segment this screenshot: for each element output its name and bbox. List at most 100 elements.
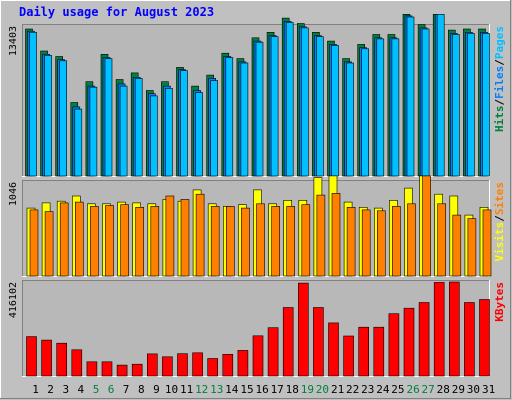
bar-kbytes-day-18 xyxy=(282,307,294,377)
bar-kbytes-day-2 xyxy=(41,339,52,377)
bar-sites-day-13 xyxy=(210,206,220,277)
top-legend-item: / xyxy=(493,99,506,106)
top-legend: Hits/Files/Pages xyxy=(493,26,506,132)
bar-pages-day-15 xyxy=(240,62,249,177)
bar-kbytes-day-19 xyxy=(297,282,309,377)
bar-sites-day-5 xyxy=(90,206,99,277)
bar-pages-day-14 xyxy=(225,57,234,177)
bar-sites-day-26 xyxy=(407,203,416,277)
bar-pages-day-27 xyxy=(421,28,430,177)
bar-pages-day-22 xyxy=(346,62,354,177)
x-tick-label-day-19: 19 xyxy=(301,383,314,396)
x-tick-label-day-2: 2 xyxy=(47,383,54,396)
bottom-legend: KBytes xyxy=(493,282,506,322)
bottom-legend-item: KBytes xyxy=(493,282,506,322)
x-tick-label-day-25: 25 xyxy=(391,383,404,396)
x-tick-label-day-3: 3 xyxy=(62,383,69,396)
bar-sites-day-10 xyxy=(165,195,175,277)
bar-pages-day-25 xyxy=(391,38,400,177)
top-legend-item: / xyxy=(493,59,506,66)
x-tick-label-day-10: 10 xyxy=(165,383,178,396)
bar-pages-day-8 xyxy=(134,78,143,177)
middle-legend-item: Sites xyxy=(493,182,506,215)
x-tick-label-day-26: 26 xyxy=(406,383,419,396)
x-tick-label-day-31: 31 xyxy=(482,383,495,396)
x-tick-label-day-4: 4 xyxy=(77,383,84,396)
top-legend-item: Pages xyxy=(493,26,506,59)
middle-max-label: 1046 xyxy=(8,182,19,206)
middle-legend-item: / xyxy=(493,215,506,222)
bar-sites-day-4 xyxy=(75,201,84,277)
x-tick-label-day-12: 12 xyxy=(195,383,208,396)
bar-sites-day-22 xyxy=(346,207,356,277)
chart-title: Daily usage for August 2023 xyxy=(19,5,214,19)
x-tick-label-day-9: 9 xyxy=(153,383,160,396)
bar-sites-day-17 xyxy=(271,206,280,277)
bar-kbytes-day-21 xyxy=(328,322,339,377)
bar-kbytes-day-9 xyxy=(147,353,158,377)
bar-kbytes-day-29 xyxy=(448,281,460,377)
bottom-panel: 416102 KBytes xyxy=(8,280,506,377)
x-tick-label-day-21: 21 xyxy=(331,383,344,396)
bar-sites-day-23 xyxy=(361,209,371,277)
bar-kbytes-day-31 xyxy=(479,299,490,377)
x-tick-label-day-17: 17 xyxy=(271,383,284,396)
bar-pages-day-31 xyxy=(482,33,490,177)
bar-kbytes-day-24 xyxy=(373,326,385,377)
bar-pages-day-29 xyxy=(451,34,460,177)
bar-kbytes-day-8 xyxy=(131,363,143,377)
x-tick-label-day-5: 5 xyxy=(93,383,100,396)
x-tick-label-day-13: 13 xyxy=(210,383,223,396)
bar-pages-day-3 xyxy=(59,60,68,177)
bar-sites-day-1 xyxy=(29,209,39,277)
x-tick-label-day-30: 30 xyxy=(467,383,480,396)
bar-kbytes-day-4 xyxy=(71,349,83,377)
top-panel: 13403 Hits/Files/Pages xyxy=(8,14,506,177)
bar-kbytes-day-23 xyxy=(358,326,370,377)
bar-sites-day-28 xyxy=(437,203,447,277)
bar-kbytes-day-14 xyxy=(222,353,234,377)
bar-kbytes-day-10 xyxy=(162,356,173,377)
bar-sites-day-29 xyxy=(452,214,462,277)
bar-pages-day-10 xyxy=(165,88,173,177)
bar-sites-day-27 xyxy=(422,175,431,277)
bar-sites-day-7 xyxy=(120,204,129,277)
bar-pages-day-16 xyxy=(255,41,264,177)
bar-pages-day-9 xyxy=(150,95,158,177)
bar-kbytes-day-3 xyxy=(56,342,68,377)
bar-pages-day-21 xyxy=(331,45,339,177)
x-tick-label-day-16: 16 xyxy=(255,383,268,396)
bar-pages-day-17 xyxy=(270,36,279,177)
x-tick-label-day-7: 7 xyxy=(123,383,130,396)
bar-pages-day-26 xyxy=(406,16,415,177)
bar-sites-day-30 xyxy=(467,218,477,277)
bar-kbytes-day-13 xyxy=(207,358,218,377)
bar-pages-day-5 xyxy=(89,86,98,177)
bar-pages-day-12 xyxy=(195,92,203,177)
bar-sites-day-21 xyxy=(331,193,341,277)
bar-sites-day-12 xyxy=(195,193,205,277)
bar-kbytes-day-6 xyxy=(101,361,113,377)
x-tick-label-day-29: 29 xyxy=(452,383,465,396)
x-tick-label-day-18: 18 xyxy=(286,383,299,396)
x-tick-label-day-23: 23 xyxy=(361,383,374,396)
bar-sites-day-31 xyxy=(482,209,492,277)
x-tick-label-day-1: 1 xyxy=(32,383,39,396)
bar-sites-day-11 xyxy=(180,199,190,277)
bar-pages-day-28 xyxy=(436,14,445,177)
top-max-label: 13403 xyxy=(8,26,19,56)
bar-kbytes-day-5 xyxy=(86,361,98,377)
x-axis-labels: 1 2 3 4 5 6 7 8 9 10 11 12 13 14 15 16 17 18 19 20 21 22 23 24 2… xyxy=(32,383,495,396)
bar-sites-day-9 xyxy=(150,206,160,277)
bar-pages-day-19 xyxy=(300,27,309,177)
top-legend-item: Hits xyxy=(493,106,506,133)
x-tick-label-day-22: 22 xyxy=(346,383,359,396)
bar-pages-day-1 xyxy=(29,31,37,177)
bar-pages-day-24 xyxy=(376,38,385,177)
x-tick-label-day-27: 27 xyxy=(421,383,434,396)
bar-sites-day-8 xyxy=(135,207,144,277)
bar-kbytes-day-1 xyxy=(26,336,37,377)
bar-sites-day-15 xyxy=(241,207,250,277)
bar-sites-day-2 xyxy=(44,211,54,277)
bar-sites-day-3 xyxy=(59,202,69,277)
